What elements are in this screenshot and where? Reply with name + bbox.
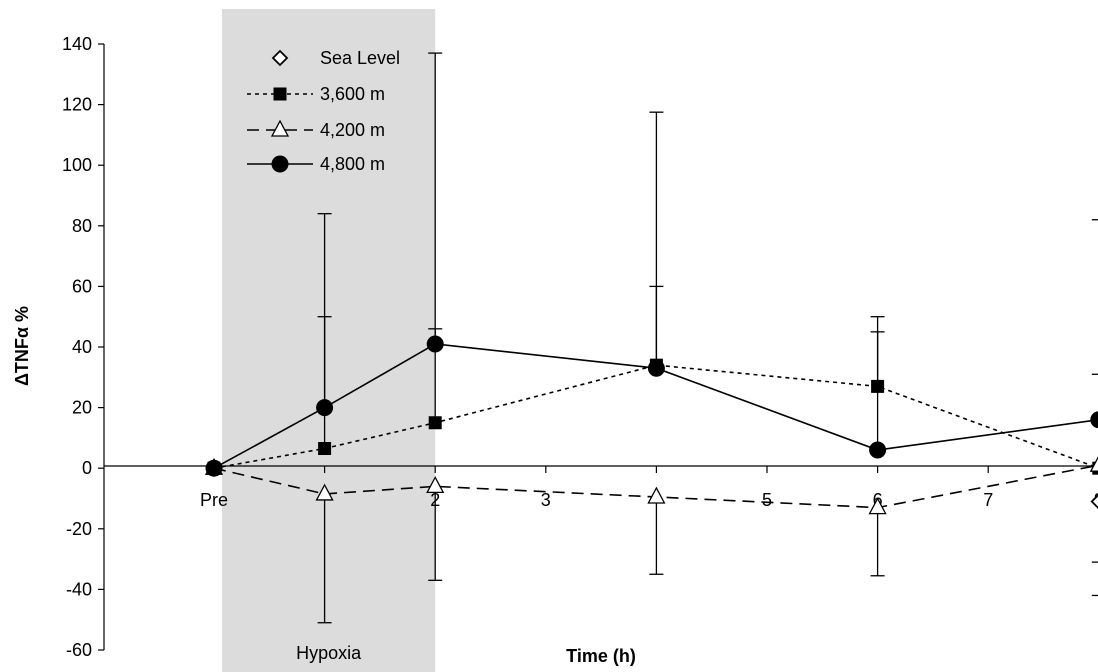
y-tick-label: 140	[62, 34, 92, 54]
y-tick-label: -40	[66, 579, 92, 599]
square-marker	[428, 416, 442, 430]
y-tick-label: 100	[62, 155, 92, 175]
square-marker	[273, 87, 287, 101]
legend-label: 4,200 m	[320, 120, 385, 140]
y-tick-label: 0	[82, 458, 92, 478]
circle-marker	[316, 399, 334, 417]
y-tick-label: 60	[72, 276, 92, 296]
triangle-marker	[868, 497, 887, 515]
square-marker	[318, 442, 332, 456]
x-tick-label: 7	[983, 490, 993, 510]
hypoxia-label: Hypoxia	[296, 643, 362, 663]
legend-label: 3,600 m	[320, 84, 385, 104]
series-line	[213, 464, 1098, 509]
y-tick-label: 40	[72, 337, 92, 357]
triangle-marker	[315, 483, 334, 501]
circle-marker	[1090, 411, 1098, 429]
x-tick-label: 5	[762, 490, 772, 510]
legend-label: 4,800 m	[320, 154, 385, 174]
circle-marker	[426, 335, 444, 353]
diamond-marker	[271, 49, 289, 67]
legend-label: Sea Level	[320, 48, 400, 68]
triangle-marker	[647, 486, 666, 504]
triangle-marker	[270, 119, 290, 137]
series-line	[213, 364, 1098, 469]
legend-item: Sea Level	[271, 48, 400, 68]
series-layer	[204, 52, 1098, 624]
x-axis-title: Time (h)	[566, 646, 636, 666]
legend: Sea Level 3,600 m 4,200 m 4,800 m	[247, 48, 400, 174]
y-tick-label: -60	[66, 640, 92, 660]
series-line	[213, 343, 1098, 469]
series-4-200-m	[204, 456, 1098, 624]
y-tick-label: 20	[72, 398, 92, 418]
x-tick-label: 3	[541, 490, 551, 510]
circle-marker	[869, 441, 887, 459]
triangle-marker	[426, 475, 445, 494]
hypoxia-shaded-region	[222, 9, 436, 672]
legend-item: 3,600 m	[247, 84, 385, 104]
series-4-800-m	[205, 52, 1098, 477]
legend-item: 4,800 m	[247, 154, 385, 174]
legend-item: 4,200 m	[247, 119, 385, 140]
circle-marker	[647, 359, 665, 377]
y-tick-label: -20	[66, 519, 92, 539]
y-tick-label: 120	[62, 95, 92, 115]
x-tick-label: Pre	[200, 490, 228, 510]
triangle-marker	[1089, 456, 1098, 472]
y-axis-title: ΔTNFα %	[12, 306, 32, 386]
circle-marker	[205, 459, 223, 477]
diamond-marker	[1090, 494, 1098, 510]
circle-marker	[271, 155, 289, 173]
axes: -60-40-20020406080100120140Pre235678	[62, 34, 1098, 660]
y-tick-label: 80	[72, 216, 92, 236]
